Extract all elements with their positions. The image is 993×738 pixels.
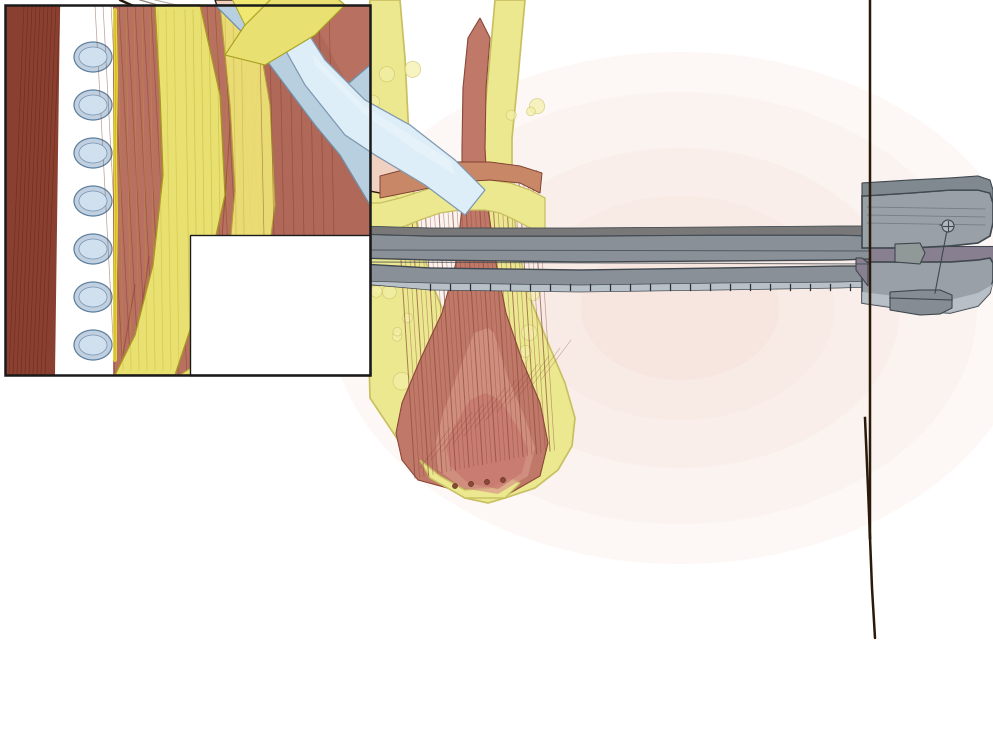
Ellipse shape xyxy=(74,90,112,120)
Circle shape xyxy=(365,95,379,109)
Circle shape xyxy=(389,188,397,197)
Circle shape xyxy=(527,289,539,300)
Circle shape xyxy=(405,61,421,77)
Ellipse shape xyxy=(74,42,112,72)
Circle shape xyxy=(393,373,411,390)
Ellipse shape xyxy=(74,186,112,216)
Polygon shape xyxy=(895,243,925,264)
Circle shape xyxy=(521,325,537,340)
Polygon shape xyxy=(856,258,868,286)
Ellipse shape xyxy=(460,148,900,468)
Ellipse shape xyxy=(383,92,977,524)
Circle shape xyxy=(453,483,458,489)
Polygon shape xyxy=(420,460,520,498)
Circle shape xyxy=(514,352,527,365)
Polygon shape xyxy=(113,5,370,375)
Polygon shape xyxy=(230,0,275,25)
Polygon shape xyxy=(890,290,952,315)
Polygon shape xyxy=(446,393,528,489)
Polygon shape xyxy=(308,262,365,286)
Circle shape xyxy=(392,332,402,341)
Ellipse shape xyxy=(79,191,107,211)
Polygon shape xyxy=(303,240,365,264)
Ellipse shape xyxy=(328,52,993,564)
Ellipse shape xyxy=(79,143,107,163)
Circle shape xyxy=(370,286,382,297)
Polygon shape xyxy=(362,281,870,292)
Polygon shape xyxy=(396,18,548,496)
Polygon shape xyxy=(280,263,296,276)
Circle shape xyxy=(500,477,505,483)
Circle shape xyxy=(382,285,396,299)
Polygon shape xyxy=(115,5,225,375)
Circle shape xyxy=(506,110,516,120)
Polygon shape xyxy=(380,162,542,198)
Ellipse shape xyxy=(74,138,112,168)
Circle shape xyxy=(385,124,395,134)
Polygon shape xyxy=(260,5,370,375)
Ellipse shape xyxy=(79,287,107,307)
Polygon shape xyxy=(180,5,275,375)
Polygon shape xyxy=(292,238,308,258)
Ellipse shape xyxy=(526,196,834,420)
Circle shape xyxy=(379,66,394,82)
Ellipse shape xyxy=(74,330,112,360)
Polygon shape xyxy=(365,0,515,503)
Polygon shape xyxy=(862,258,993,313)
Polygon shape xyxy=(862,176,993,203)
Circle shape xyxy=(402,313,412,323)
Polygon shape xyxy=(215,5,370,205)
Polygon shape xyxy=(435,328,535,494)
Polygon shape xyxy=(313,55,455,175)
FancyBboxPatch shape xyxy=(5,5,370,375)
Ellipse shape xyxy=(79,95,107,115)
Polygon shape xyxy=(276,241,292,254)
Circle shape xyxy=(529,99,545,114)
Polygon shape xyxy=(862,246,993,264)
Polygon shape xyxy=(358,234,870,262)
Ellipse shape xyxy=(581,236,779,380)
Ellipse shape xyxy=(79,335,107,355)
Ellipse shape xyxy=(79,47,107,67)
Ellipse shape xyxy=(74,282,112,312)
Polygon shape xyxy=(225,0,345,65)
Circle shape xyxy=(511,369,522,380)
Polygon shape xyxy=(296,262,312,282)
Polygon shape xyxy=(358,226,870,236)
FancyBboxPatch shape xyxy=(190,235,370,375)
Circle shape xyxy=(526,107,535,116)
Circle shape xyxy=(485,480,490,485)
Polygon shape xyxy=(482,0,575,498)
Circle shape xyxy=(393,328,401,336)
Polygon shape xyxy=(5,5,60,375)
Polygon shape xyxy=(862,283,993,313)
Circle shape xyxy=(942,220,954,232)
Ellipse shape xyxy=(79,239,107,259)
Polygon shape xyxy=(215,0,430,193)
Polygon shape xyxy=(862,190,993,248)
Circle shape xyxy=(371,281,385,294)
Circle shape xyxy=(469,481,474,486)
Circle shape xyxy=(519,345,531,357)
Polygon shape xyxy=(362,264,870,290)
Polygon shape xyxy=(365,180,545,233)
Polygon shape xyxy=(260,5,485,215)
Ellipse shape xyxy=(74,234,112,264)
